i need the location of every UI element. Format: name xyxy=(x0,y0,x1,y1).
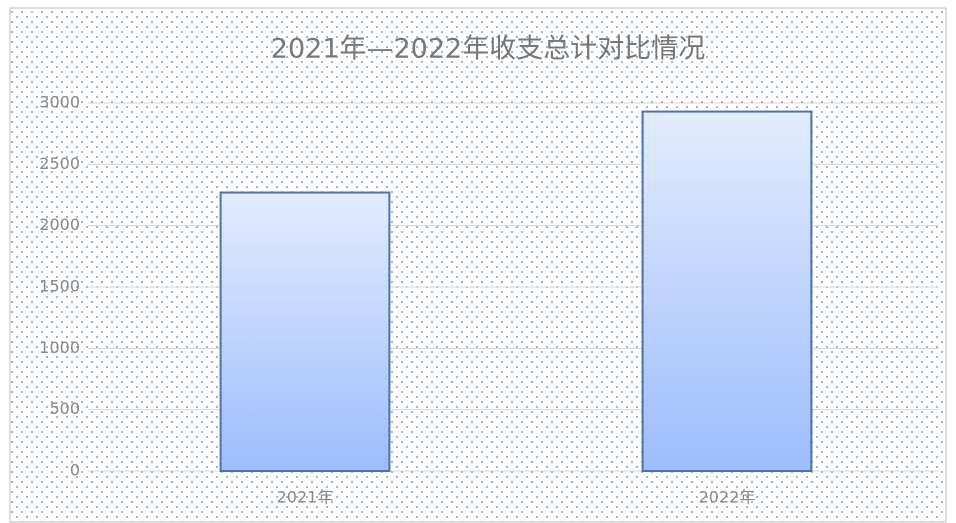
y-tick-label: 2000 xyxy=(39,215,80,234)
y-tick-label: 500 xyxy=(49,399,80,418)
y-tick-label: 1500 xyxy=(39,277,80,296)
x-tick-label: 2021年 xyxy=(277,488,334,507)
x-tick-label: 2022年 xyxy=(699,488,756,507)
chart-title: 2021年—2022年收支总计对比情况 xyxy=(271,34,705,65)
bar xyxy=(219,191,391,472)
y-tick-label: 0 xyxy=(70,461,80,480)
y-tick-label: 1000 xyxy=(39,338,80,357)
y-tick-label: 2500 xyxy=(39,154,80,173)
bar xyxy=(641,110,813,472)
y-tick-label: 3000 xyxy=(39,93,80,112)
